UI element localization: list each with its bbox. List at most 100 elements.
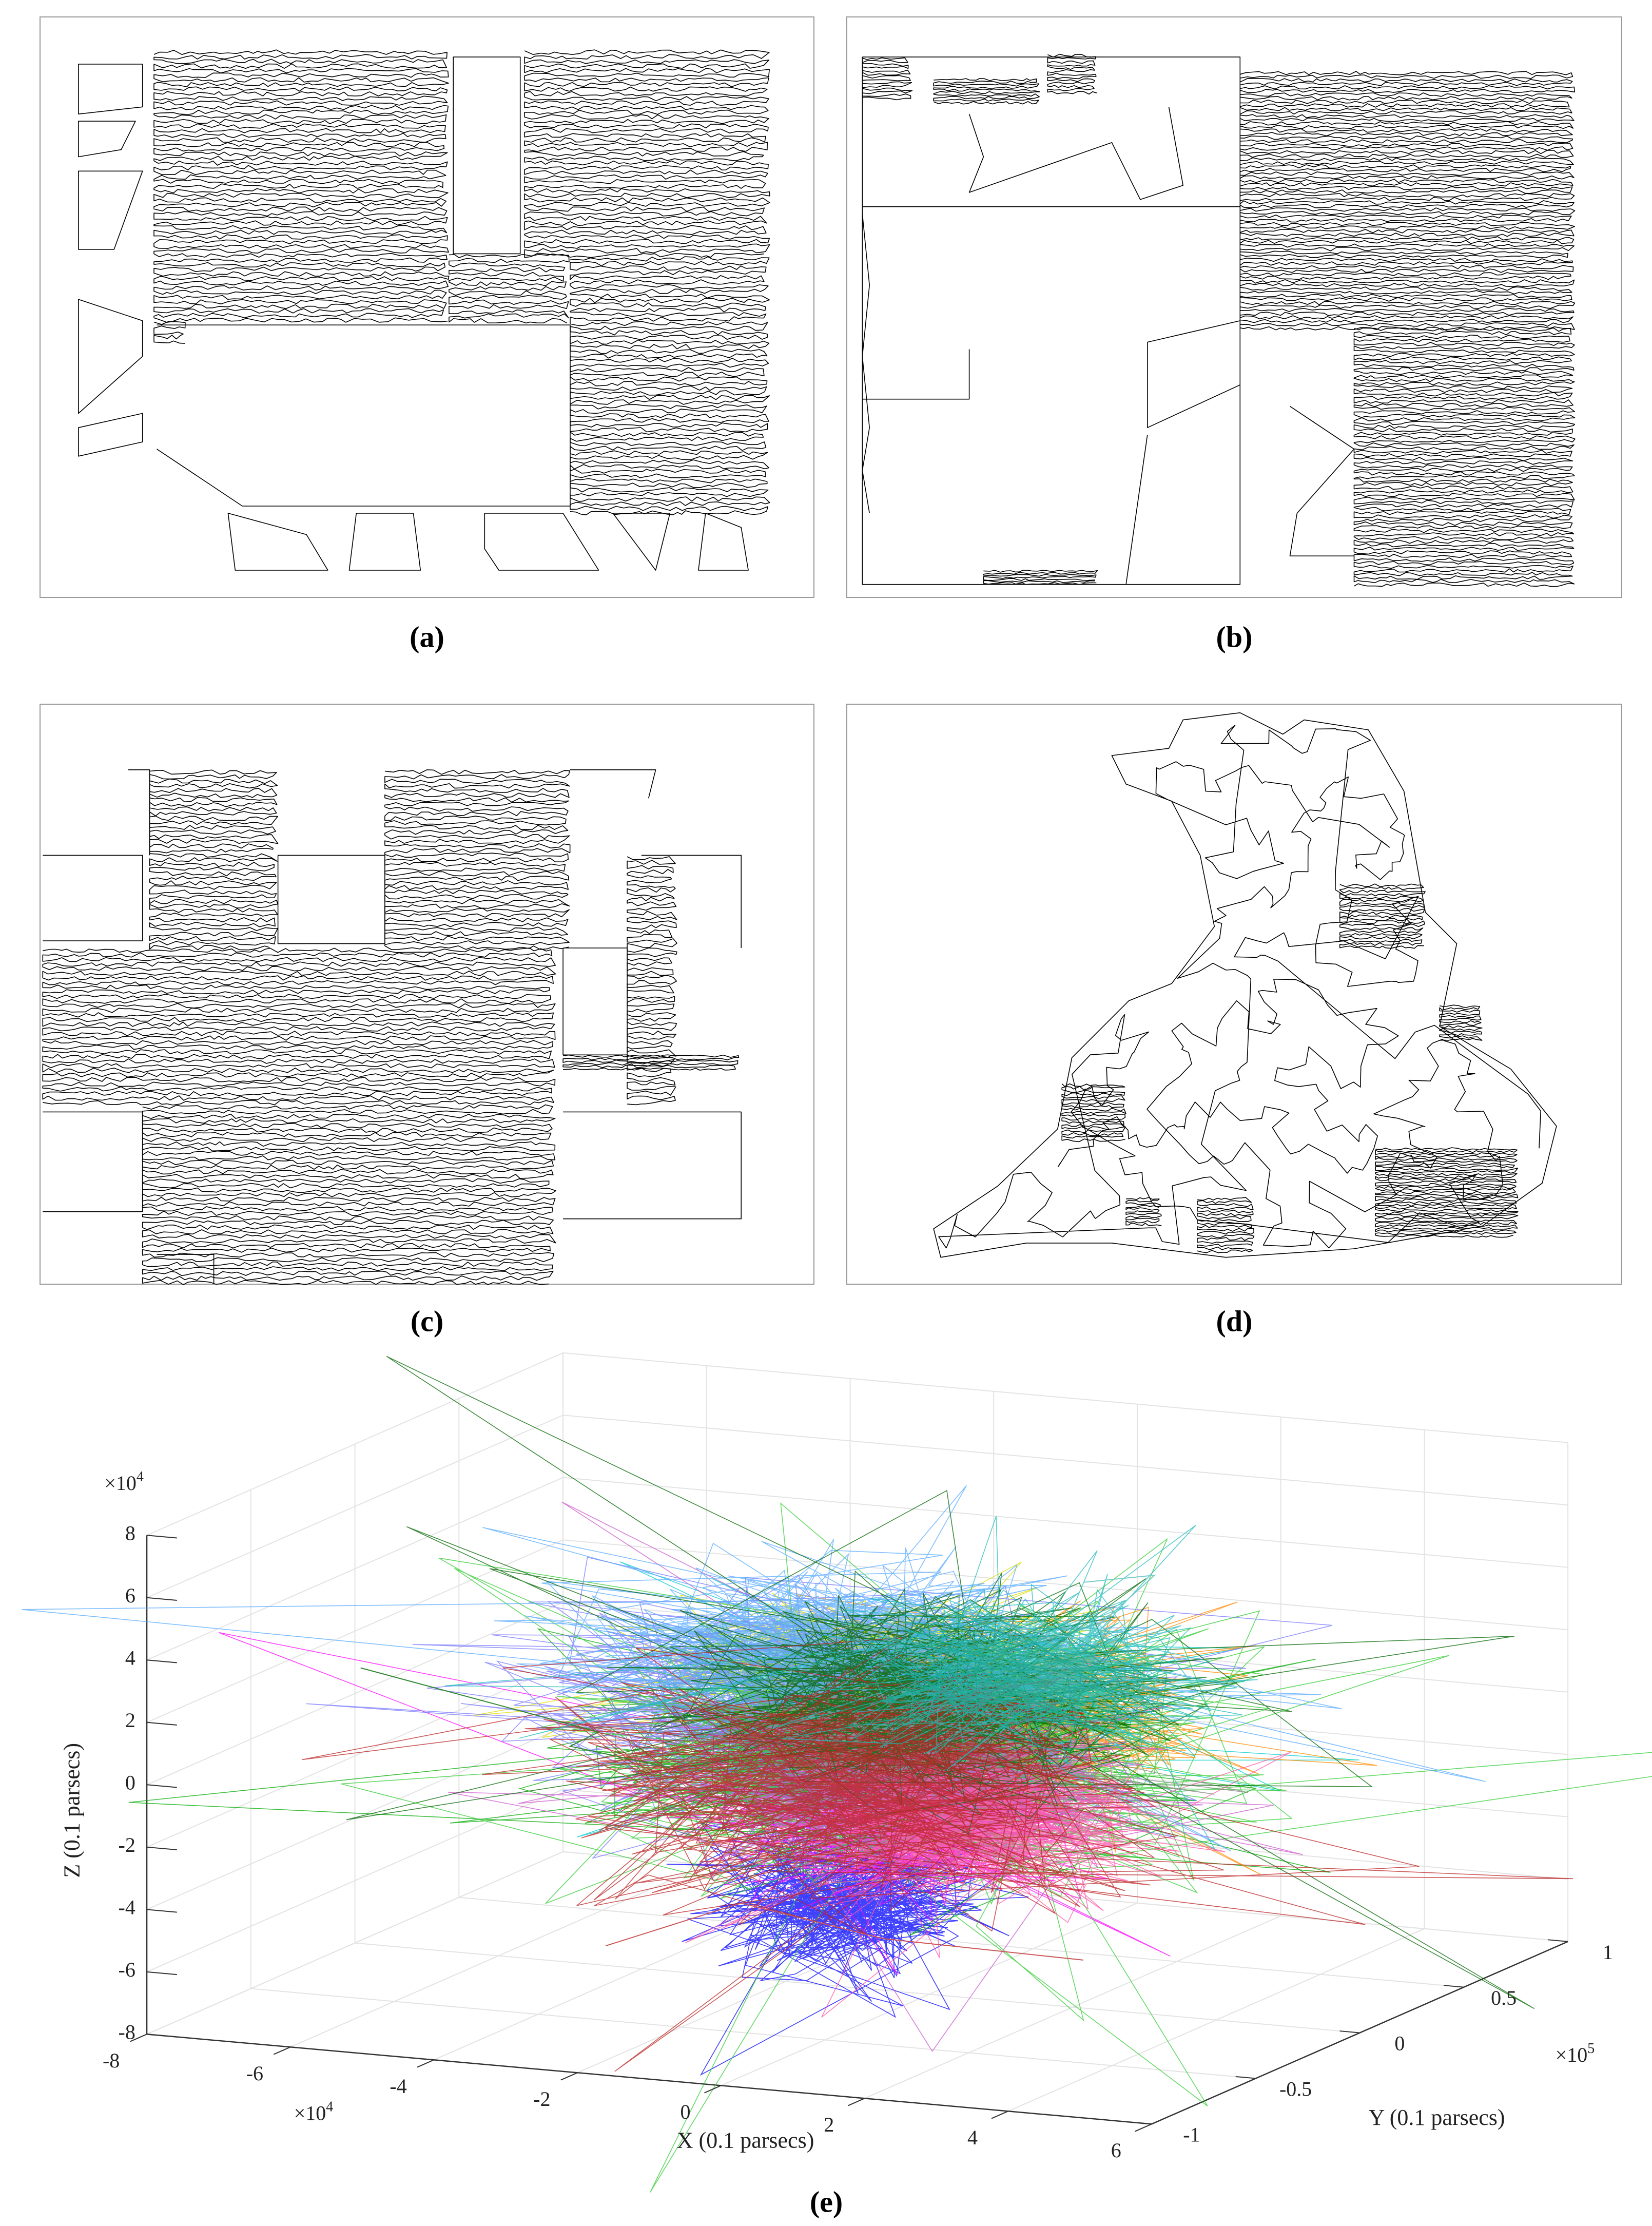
caption: (d) xyxy=(1216,1304,1253,1338)
x-tick-label: 6 xyxy=(1111,2139,1121,2162)
multiplier-base: ×10 xyxy=(104,1472,137,1495)
grid-line xyxy=(355,1942,1360,2034)
tour-path xyxy=(78,413,143,457)
tick-mark xyxy=(146,1659,177,1663)
tour-path xyxy=(938,725,1541,1249)
grid-line xyxy=(562,1352,1568,1443)
tour-path xyxy=(157,1254,215,1283)
tour-path xyxy=(1125,434,1148,585)
tour-path xyxy=(524,49,770,258)
tour-path xyxy=(484,513,599,571)
tick-mark xyxy=(1235,2076,1256,2079)
tour-path xyxy=(42,947,556,1106)
tour-path xyxy=(78,121,136,158)
z-tick-label: -2 xyxy=(119,1833,135,1856)
grid-line xyxy=(250,1988,1256,2079)
tour-path xyxy=(933,78,1040,105)
grid-line xyxy=(146,1601,563,1786)
tour-path xyxy=(449,254,570,324)
tick-mark xyxy=(560,2072,578,2081)
y-tick-label: -0.5 xyxy=(1279,2078,1312,2101)
tour-path xyxy=(1289,405,1355,556)
tour-path xyxy=(1339,883,1426,949)
tour-path xyxy=(78,64,143,114)
trajectory xyxy=(606,1902,1083,1961)
tour-path xyxy=(862,214,870,514)
z-tick-label: -6 xyxy=(119,1958,135,1981)
tour-path xyxy=(453,56,521,255)
tick-mark xyxy=(417,2059,434,2068)
tour-path xyxy=(698,513,749,571)
tours xyxy=(42,49,1576,1286)
tour-path xyxy=(227,513,328,571)
tour-path xyxy=(1125,1197,1162,1226)
z-tick-label: 2 xyxy=(125,1709,135,1732)
tour-path xyxy=(1239,71,1576,331)
tour-path xyxy=(149,769,279,951)
tour-path xyxy=(1147,320,1240,343)
x-axis xyxy=(146,2034,1152,2125)
x-tick-label: -8 xyxy=(103,2049,120,2072)
tick-mark xyxy=(991,2111,1008,2119)
tour-path xyxy=(78,170,143,250)
tour-path xyxy=(570,769,656,799)
tour-path xyxy=(1375,1147,1519,1238)
z-tick-label: -8 xyxy=(119,2021,135,2044)
trajectory xyxy=(360,1667,670,1768)
tour-path xyxy=(157,324,571,507)
tour-path xyxy=(384,769,571,950)
caption: (e) xyxy=(810,2185,843,2218)
tour-path xyxy=(563,1111,742,1220)
panel-frame xyxy=(40,704,814,1285)
z-tick-label: 0 xyxy=(125,1771,135,1794)
panel-frame xyxy=(846,16,1622,598)
grid-line xyxy=(146,1477,563,1661)
grid-line xyxy=(562,1539,1568,1631)
tour-path xyxy=(570,256,770,515)
grid-line xyxy=(146,1664,563,1848)
y-axis-label: Y (0.1 parsecs) xyxy=(1369,2105,1505,2130)
trajectory xyxy=(998,1574,1156,1640)
tour-path xyxy=(968,107,1183,200)
tour-path xyxy=(612,513,671,571)
tick-mark xyxy=(146,1971,177,1976)
tick-mark xyxy=(146,2034,177,2038)
caption: (c) xyxy=(411,1304,443,1338)
grid-line xyxy=(146,1851,563,2035)
tour-path xyxy=(153,321,186,344)
x-axis-label: X (0.1 parsecs) xyxy=(677,2128,814,2153)
grid-line xyxy=(146,1352,563,1536)
tour-path xyxy=(627,856,677,1106)
tick-mark xyxy=(146,1909,177,1913)
tour-path xyxy=(983,570,1098,585)
panel-frame xyxy=(40,16,814,598)
panel-frame xyxy=(846,704,1622,1285)
grid-line xyxy=(562,1477,1568,1568)
y-tick-label: 1 xyxy=(1603,1941,1613,1964)
y-tick-label: -1 xyxy=(1183,2123,1200,2146)
tour-path xyxy=(862,349,970,400)
tour-path xyxy=(641,855,742,948)
z-tick-label: 8 xyxy=(125,1521,135,1544)
tour-path xyxy=(43,1111,143,1212)
tour-path xyxy=(1147,342,1240,428)
tick-mark xyxy=(1339,2030,1360,2034)
caption: (a) xyxy=(410,620,444,653)
tour-path xyxy=(1197,1197,1255,1253)
tick-mark xyxy=(146,1535,177,1539)
tick-mark xyxy=(1547,1939,1568,1942)
z-tick-label: 4 xyxy=(125,1646,135,1669)
y-tick-label: 0.5 xyxy=(1491,1986,1517,2009)
tour-path xyxy=(862,56,1241,585)
tour-path xyxy=(562,1054,740,1071)
plot-3d: -8 -6 -4 -2 0 2 4 6 -1 -0.5 0 0.5 1 -8 -6 -4 -2 0 2 4 6 8 X (0… xyxy=(22,1352,1652,2193)
tick-mark xyxy=(146,1721,177,1726)
multiplier-base: ×10 xyxy=(1556,2043,1588,2066)
grid-line xyxy=(146,1415,563,1598)
tour-path xyxy=(933,712,1557,1258)
axis-multiplier: ×105 xyxy=(1556,2041,1595,2066)
axis-multiplier: ×104 xyxy=(104,1469,144,1495)
tour-path xyxy=(1353,327,1576,587)
tour-path xyxy=(277,855,385,944)
grid-line xyxy=(562,1415,1568,1506)
